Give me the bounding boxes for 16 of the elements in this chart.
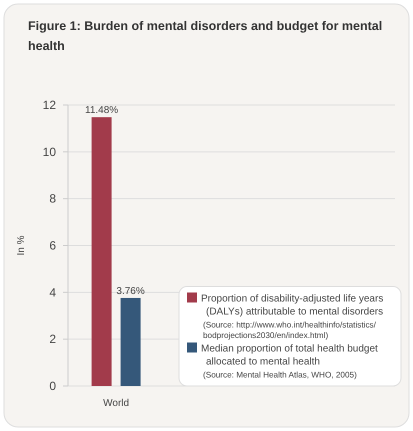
y-axis-title: In % xyxy=(16,235,27,256)
y-tick-label: 10 xyxy=(42,144,56,159)
x-tick-label: World xyxy=(103,398,130,409)
data-label: 3.76% xyxy=(116,286,145,297)
legend-label: Proportion of disability-adjusted life years (DALYs) attributable to mental disorders xyxy=(201,294,384,318)
y-tick-label: 0 xyxy=(49,379,56,393)
text: Figure 1: Burden of mental disorders and budget for mental health xyxy=(28,19,382,53)
data-label: 11.48% xyxy=(85,105,118,116)
text: (Source: http://www.who.int/healthinfo/statistics/bodprojections2030/en/index.html) xyxy=(203,320,377,340)
y-tick-label: 6 xyxy=(49,238,56,252)
y-tick-label: 8 xyxy=(49,192,56,206)
y-tick-label: 4 xyxy=(49,285,56,300)
y-tick-label: 12 xyxy=(42,98,56,112)
legend-label: Median proportion of total health budget allocated to mental health xyxy=(201,344,378,368)
y-tick-label: 2 xyxy=(49,332,56,346)
text: (Source: Mental Health Atlas, WHO, 2005) xyxy=(203,370,358,380)
